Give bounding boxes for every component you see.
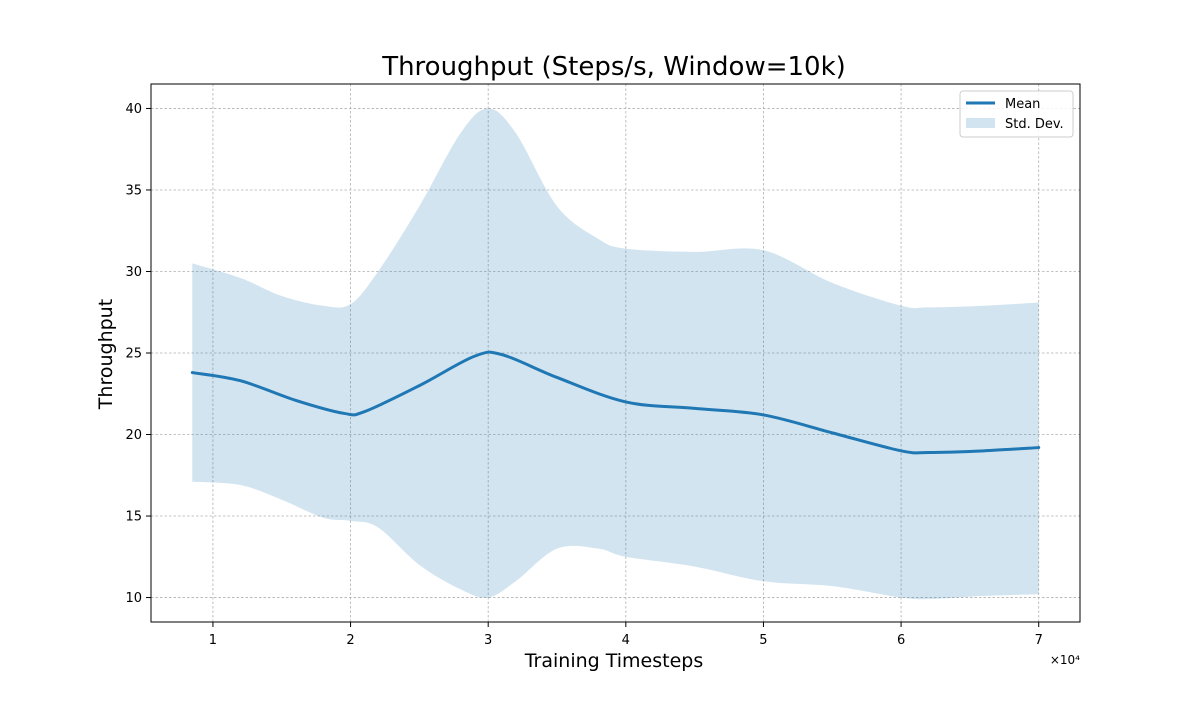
x-axis-label: Training Timesteps (524, 650, 704, 672)
x-tick-label: 4 (622, 633, 630, 648)
x-tick-label: 3 (484, 633, 492, 648)
legend-std-dev-swatch (966, 118, 995, 128)
axes-layer: 1 2 3 4 5 6 7 10 15 20 25 30 35 40 Mean Std. Dev. (125, 83, 1081, 648)
y-tick-label: 40 (125, 102, 142, 117)
std-dev-band (192, 108, 1039, 600)
x-tick-label: 7 (1035, 633, 1043, 648)
x-tick-label: 6 (897, 633, 905, 648)
x-tick-label: 1 (209, 633, 217, 648)
y-axis-label: Throughput (95, 299, 117, 410)
y-tick-label: 30 (125, 265, 142, 280)
y-tick-label: 15 (125, 510, 142, 525)
mean-line (190, 350, 1041, 455)
y-tick-label: 20 (125, 428, 142, 443)
y-tick-label: 10 (125, 591, 142, 606)
x-axis-offset-label: ×10⁴ (1050, 653, 1080, 667)
chart-title: Throughput (Steps/s, Window=10k) (381, 52, 846, 82)
x-tick-label: 5 (759, 633, 767, 648)
data-layer (190, 108, 1041, 600)
y-tick-label: 25 (125, 347, 142, 362)
legend-std-dev-label: Std. Dev. (1005, 117, 1064, 132)
legend-mean-label: Mean (1005, 97, 1040, 112)
y-tick-label: 35 (125, 183, 142, 198)
grid-lines (151, 84, 1080, 622)
x-tick-label: 2 (346, 633, 354, 648)
legend: Mean Std. Dev. (959, 90, 1074, 138)
